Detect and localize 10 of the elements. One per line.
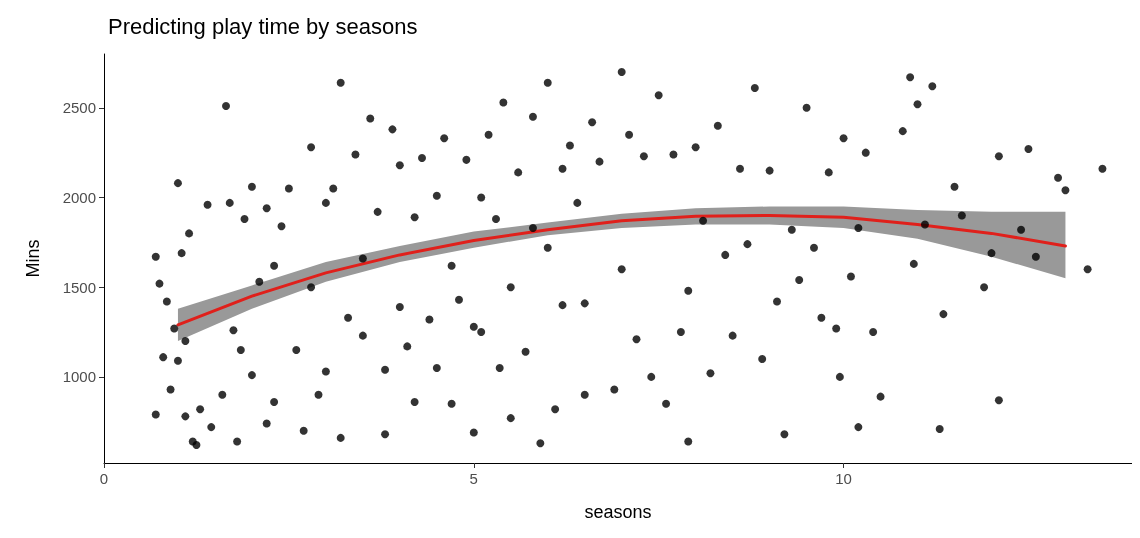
x-axis-title: seasons [584, 502, 652, 522]
y-tick-label: 2000 [62, 189, 96, 207]
x-tick-label: 5 [469, 470, 478, 487]
y-tick-label: 1000 [62, 368, 96, 386]
x-tick-label: 10 [835, 470, 852, 487]
y-tick-label: 1500 [62, 278, 96, 296]
y-axis-title: Mins [23, 239, 43, 278]
chart-title: Predicting play time by seasons [108, 13, 418, 39]
x-tick-label: 0 [99, 470, 109, 487]
y-tick-label: 2500 [62, 99, 96, 117]
